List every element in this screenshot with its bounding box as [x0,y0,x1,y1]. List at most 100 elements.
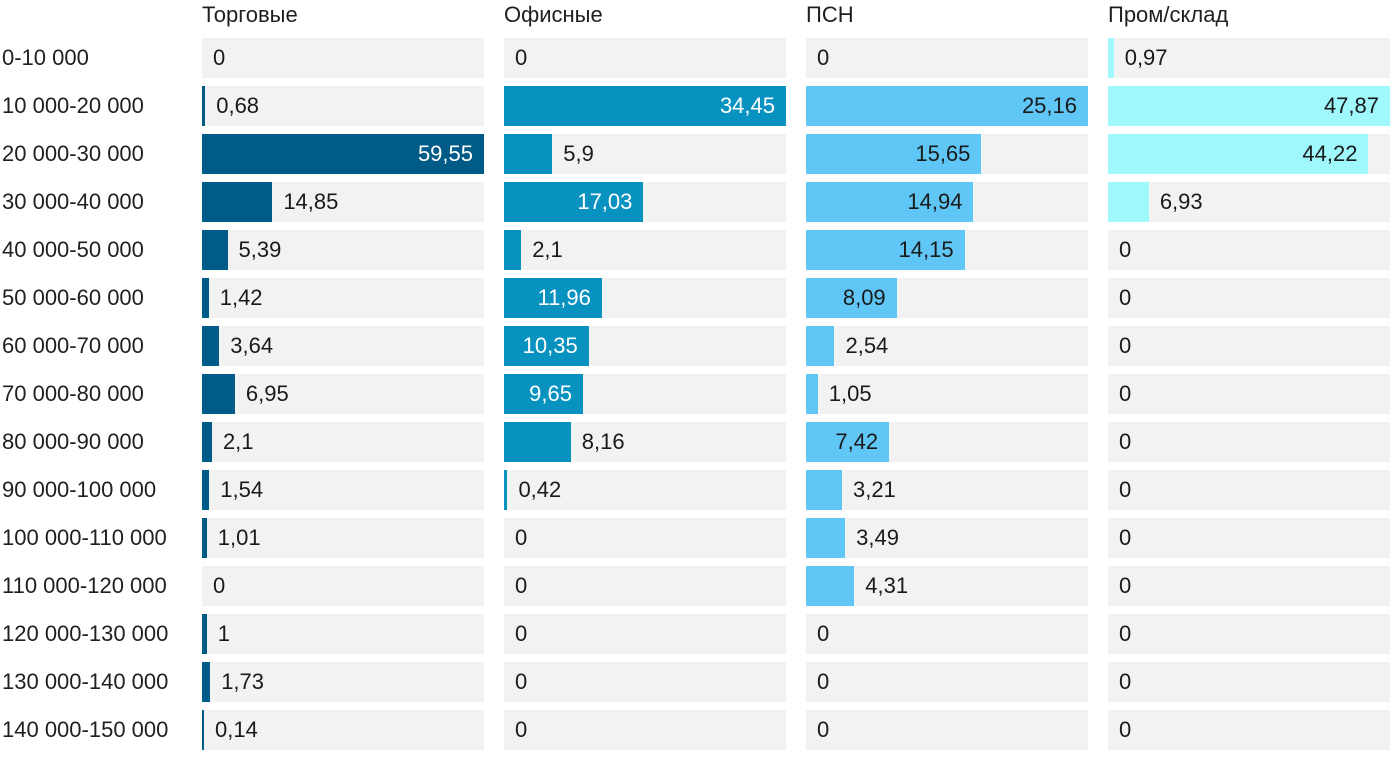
data-label: 11,96 [537,285,591,310]
bar [504,230,522,270]
data-label: 0 [515,621,528,646]
data-label: 15,65 [915,141,971,166]
row-label: 0-10 000 [2,45,89,70]
data-label: 7,42 [835,429,879,454]
cell-background [806,326,1088,366]
bar [202,134,484,174]
cell-background [806,662,1088,702]
data-label: 5,39 [238,237,282,262]
bar [202,518,207,558]
bar [806,518,846,558]
bar [202,230,228,270]
cell-background [1108,326,1390,366]
bar [806,86,1088,126]
data-label: 0 [817,621,830,646]
cell-background [202,422,484,462]
cell-background [1108,374,1390,414]
bar [504,470,508,510]
bar [504,326,589,366]
data-label: 0,97 [1124,45,1168,70]
column-header: Офисные [504,2,603,27]
cell-background [1108,278,1390,318]
data-label: 1,73 [221,669,265,694]
cell-background [202,614,484,654]
data-label: 0 [1119,621,1132,646]
data-label: 14,85 [283,189,339,214]
row-label: 40 000-50 000 [2,237,144,262]
bar [806,230,965,270]
row-label: 10 000-20 000 [2,93,144,118]
cell-background [1108,38,1390,78]
row-label: 20 000-30 000 [2,141,144,166]
cell-background [202,710,484,750]
cell-background [1108,422,1390,462]
bar [1108,86,1390,126]
data-label: 14,94 [907,189,963,214]
column-header: Пром/склад [1108,2,1229,27]
bar [202,662,211,702]
row-label: 60 000-70 000 [2,333,144,358]
row-label: 90 000-100 000 [2,477,157,502]
data-label: 0,68 [216,93,260,118]
data-label: 5,9 [563,141,594,166]
column-header: ПСН [806,2,854,27]
data-label: 3,21 [852,477,896,502]
bar [504,278,602,318]
row-label: 70 000-80 000 [2,381,144,406]
cell-background [1108,710,1390,750]
data-label: 0 [1119,477,1132,502]
cell-background [1108,470,1390,510]
data-label: 0 [515,717,528,742]
data-label: 59,55 [417,141,473,166]
data-label: 0 [1119,237,1132,262]
cell-background [202,374,484,414]
cell-background [202,86,484,126]
data-label: 34,45 [719,93,775,118]
cell-background [806,710,1088,750]
row-label: 50 000-60 000 [2,285,144,310]
cell-background [504,230,786,270]
data-label: 0,14 [215,717,258,742]
bar [202,326,220,366]
data-label: 1,54 [220,477,264,502]
row-label: 80 000-90 000 [2,429,144,454]
data-label: 2,54 [845,333,889,358]
cell-background [1108,182,1390,222]
bar [504,86,786,126]
data-label: 6,95 [245,381,289,406]
cell-background [806,518,1088,558]
cell-background [202,470,484,510]
data-label: 0 [515,573,528,598]
bar [1108,182,1149,222]
cell-background [202,566,484,606]
column-header: Торговые [202,2,298,27]
data-label: 10,35 [522,333,578,358]
cell-background [1108,230,1390,270]
bar [202,182,273,222]
data-label: 1,42 [219,285,263,310]
cell-background [504,710,786,750]
data-label: 1,01 [217,525,261,550]
bar [202,614,207,654]
cell-background [202,326,484,366]
row-label: 30 000-40 000 [2,189,144,214]
bar [202,422,212,462]
bar [806,470,842,510]
data-label: 4,31 [865,573,909,598]
data-label: 47,87 [1323,93,1379,118]
bar [806,374,818,414]
data-label: 0 [1119,429,1132,454]
cell-background [1108,518,1390,558]
row-label: 140 000-150 000 [2,717,169,742]
data-label: 3,64 [230,333,274,358]
data-label: 2,1 [222,429,254,454]
data-label: 2,1 [532,237,563,262]
bar [202,710,204,750]
bar [202,86,206,126]
cell-background [504,566,786,606]
data-label: 0 [817,45,830,70]
data-label: 0 [1119,285,1132,310]
row-label: 120 000-130 000 [2,621,169,646]
cell-background [504,470,786,510]
